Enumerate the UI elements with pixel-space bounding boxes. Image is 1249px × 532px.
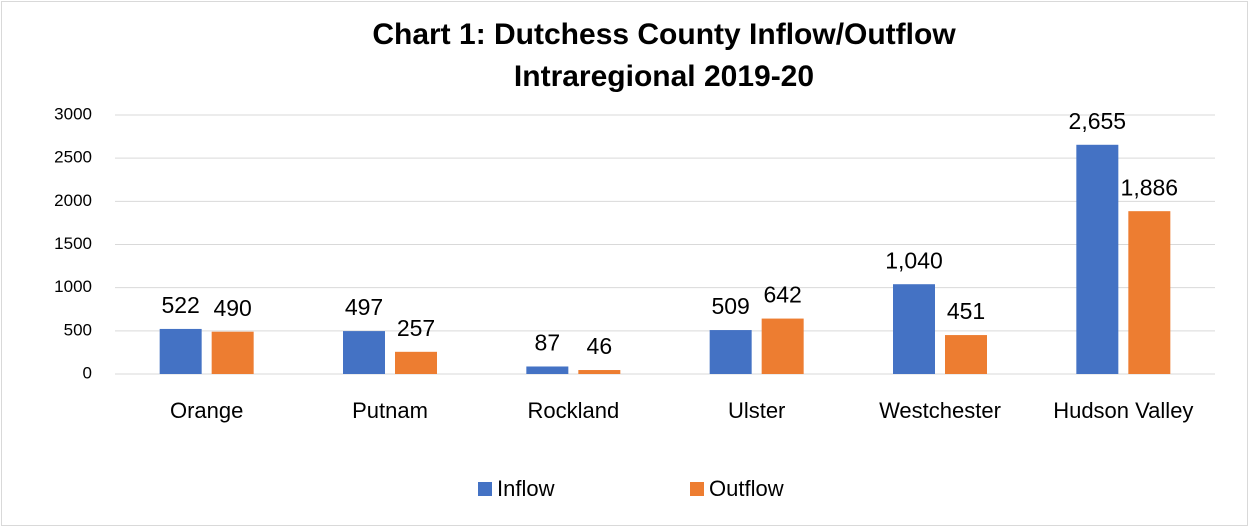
value-label: 522 (161, 292, 199, 318)
x-tick-label: Ulster (728, 398, 785, 423)
x-tick-label: Rockland (527, 398, 619, 423)
y-tick-label: 3000 (54, 104, 92, 123)
value-label: 2,655 (1069, 108, 1127, 134)
legend-swatch (478, 482, 492, 496)
x-tick-label: Putnam (352, 398, 428, 423)
value-label: 642 (763, 282, 801, 308)
value-label: 509 (711, 293, 749, 319)
bar (945, 335, 987, 374)
value-label: 1,886 (1121, 174, 1179, 200)
chart-title: Chart 1: Dutchess County Inflow/Outflow (372, 18, 956, 51)
value-label: 490 (213, 295, 251, 321)
y-tick-label: 1500 (54, 234, 92, 253)
x-tick-label: Orange (170, 398, 243, 423)
legend-swatch (690, 482, 704, 496)
value-label: 451 (947, 298, 985, 324)
bar (211, 331, 254, 374)
x-tick-label: Hudson Valley (1053, 398, 1193, 423)
bar (343, 331, 385, 374)
bar (709, 330, 752, 374)
value-label: 1,040 (885, 247, 943, 273)
value-label: 87 (535, 330, 561, 356)
bar (1076, 144, 1119, 374)
bar (526, 366, 569, 374)
x-tick-label: Westchester (879, 398, 1001, 423)
bar (578, 370, 621, 374)
bar (159, 328, 202, 374)
y-tick-label: 500 (64, 320, 92, 339)
legend-label: Inflow (497, 476, 555, 501)
legend-label: Outflow (709, 476, 784, 501)
bar (893, 284, 935, 374)
value-label: 46 (587, 333, 613, 359)
y-tick-label: 2000 (54, 191, 92, 210)
value-label: 497 (345, 294, 383, 320)
bar (395, 351, 437, 374)
value-label: 257 (397, 315, 435, 341)
y-tick-label: 1000 (54, 277, 92, 296)
y-tick-label: 0 (83, 363, 92, 382)
y-tick-label: 2500 (54, 148, 92, 167)
bar (1128, 211, 1171, 374)
chart-title: Intraregional 2019-20 (514, 60, 814, 93)
bar (761, 318, 804, 374)
